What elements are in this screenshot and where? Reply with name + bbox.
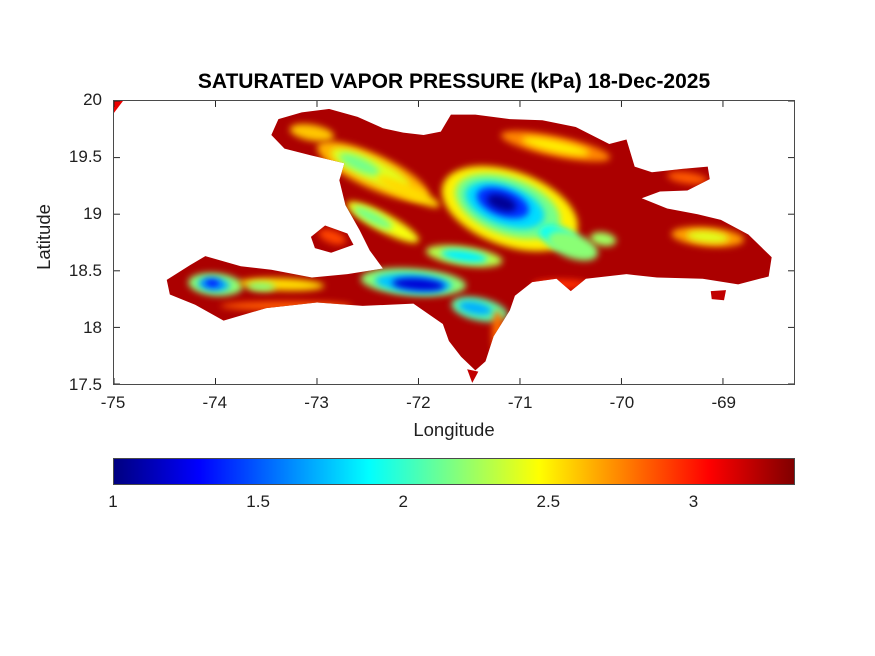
- feature-sierra-de-neiba-core: [441, 249, 488, 263]
- x-tick-label: -74: [202, 393, 228, 412]
- feature-gonave-center: [318, 229, 346, 245]
- islet-beata: [467, 369, 479, 383]
- feature-cordillera-central-deep: [487, 194, 517, 212]
- feature-massif-de-la-hotte-blue: [204, 279, 221, 288]
- x-tick-label: -71: [507, 393, 533, 412]
- colorbar-tick-label: 1.5: [246, 492, 270, 511]
- feature-tiburon-south-coast-fringe: [220, 301, 353, 311]
- x-tick-label: -75: [100, 393, 126, 412]
- y-tick-label: 18.5: [68, 261, 102, 280]
- x-tick-label: -70: [609, 393, 635, 412]
- feature-cordillera-oriental-core: [686, 230, 730, 243]
- colorbar-tick-label: 1: [108, 492, 118, 511]
- chart-title: SATURATED VAPOR PRESSURE (kPa) 18-Dec-20…: [197, 70, 711, 93]
- colorbar-tick-label: 2.5: [536, 492, 561, 511]
- axis-ticks: [114, 101, 794, 384]
- colorbar: [113, 458, 795, 485]
- feature-montagnes-noires-core: [352, 205, 393, 230]
- colorbar-tick-label: 2: [398, 492, 408, 511]
- corner-artifact: [114, 101, 123, 113]
- y-tick-label: 17.5: [68, 375, 102, 394]
- feature-massif-du-nord-core: [339, 153, 381, 176]
- colorbar-gradient: [114, 459, 794, 484]
- feature-cordillera-septentrional-core: [521, 137, 590, 156]
- island-hispaniola: [166, 108, 772, 371]
- map-canvas: [114, 101, 794, 384]
- feature-massif-de-la-selle-blue: [392, 277, 445, 291]
- feature-samana-ridge: [667, 171, 708, 185]
- x-tick-label: -73: [304, 393, 329, 412]
- feature-sierra-de-bahoruco-core: [458, 301, 493, 316]
- x-tick-label: -69: [711, 393, 737, 412]
- y-tick-label: 18: [83, 318, 102, 337]
- feature-barahona-east-fringe: [492, 310, 504, 356]
- y-tick-label: 19.5: [68, 147, 102, 166]
- feature-bani-coast-fringe: [532, 279, 590, 290]
- feature-cordillera-central-se-green: [547, 231, 598, 261]
- x-tick-label: -72: [406, 393, 431, 412]
- y-tick-label: 20: [83, 90, 102, 109]
- feature-massif-du-nord-south-streak: [376, 175, 440, 208]
- feature-sierra-de-yamasa: [590, 232, 617, 247]
- feature-nw-peninsula-patch: [289, 123, 334, 142]
- y-tick-label: 19: [83, 204, 102, 223]
- colorbar-tick-label: 3: [688, 492, 699, 511]
- map-plot: [113, 100, 795, 385]
- x-axis-label: Longitude: [413, 419, 495, 440]
- islet-saona: [710, 290, 726, 301]
- feature-tiburon-spine-green: [246, 282, 276, 292]
